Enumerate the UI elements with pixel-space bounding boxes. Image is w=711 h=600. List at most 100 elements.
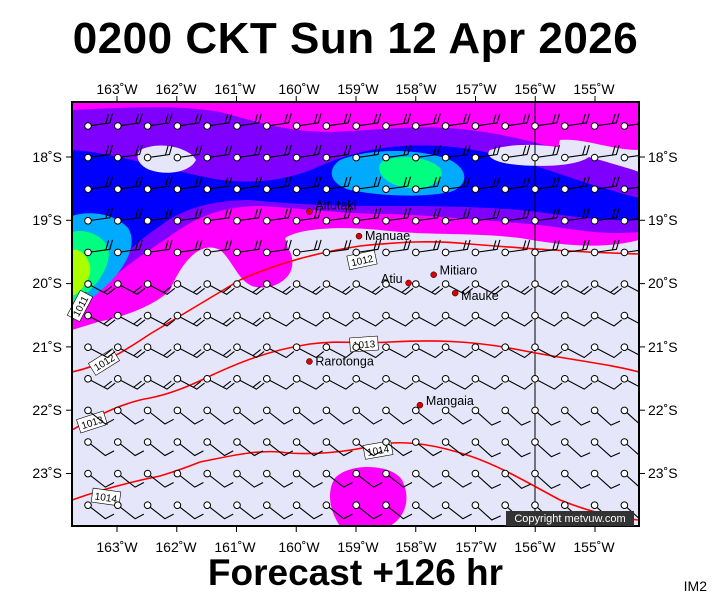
- wind-barb: [292, 144, 322, 162]
- lat-label: 18˚S: [32, 149, 62, 165]
- lon-label: 162˚W: [155, 81, 197, 97]
- wind-barb: [352, 501, 383, 520]
- wind-barb: [352, 374, 384, 390]
- wind-barb: [173, 501, 204, 520]
- wind-barb: [352, 239, 382, 257]
- lat-label: 18˚S: [648, 149, 678, 165]
- wind-barb: [262, 176, 292, 193]
- wind-band-magenta-3: [329, 466, 407, 526]
- wind-barb: [233, 469, 264, 488]
- wind-barb: [233, 501, 264, 520]
- wind-barb: [262, 374, 295, 390]
- wind-barb: [173, 144, 203, 162]
- isobar-labels: 1011 1012 1012 1013 1013 1014 1014: [66, 249, 394, 507]
- wind-barb: [292, 311, 325, 327]
- wind-barb: [590, 374, 623, 390]
- wind-barb: [501, 280, 533, 295]
- wind-barb: [590, 239, 620, 257]
- lon-label: 158˚W: [395, 539, 437, 555]
- wind-barb: [590, 311, 623, 327]
- wind-barb: [411, 501, 443, 520]
- place-marker: [355, 232, 363, 240]
- wind-barb: [143, 469, 174, 488]
- wind-barb: [501, 144, 531, 162]
- wind-barb: [233, 113, 263, 130]
- wind-barb: [382, 113, 412, 130]
- lon-label: 156˚W: [514, 81, 556, 97]
- wind-barb: [560, 176, 590, 193]
- wind-barb: [352, 469, 383, 488]
- wind-barb: [411, 469, 443, 488]
- wind-barb: [590, 438, 621, 458]
- wind-barb: [292, 469, 323, 488]
- wind-barb: [322, 176, 352, 193]
- wind-barb: [84, 406, 115, 425]
- lon-label: 155˚W: [573, 539, 615, 555]
- wind-barb: [441, 208, 471, 225]
- wind-barb: [531, 280, 563, 295]
- wind-barb: [441, 113, 471, 130]
- wind-barb: [620, 144, 639, 162]
- wind-barb: [382, 438, 413, 457]
- wind-barb: [114, 343, 146, 359]
- copyright-badge: Copyright metvuw.com: [506, 511, 634, 526]
- wind-barb: [203, 239, 233, 257]
- wind-barb: [560, 438, 591, 458]
- wind-barb: [531, 469, 561, 489]
- wind-barb: [441, 469, 472, 488]
- wind-barb: [441, 239, 471, 257]
- wind-barb: [441, 501, 472, 520]
- wind-barb: [114, 469, 145, 488]
- wind-barb: [620, 239, 639, 257]
- lat-label: 19˚S: [32, 212, 62, 228]
- wind-barb: [203, 438, 234, 457]
- wind-barb: [203, 280, 235, 295]
- wind-barb: [322, 280, 354, 295]
- place-markers: Aitutaki Manuae Mitiaro Atiu Mauke Rarotonga M…: [306, 198, 499, 409]
- wind-barbs: [84, 113, 639, 521]
- wind-barb: [233, 311, 265, 327]
- wind-barb: [441, 438, 472, 457]
- wind-barb: [203, 501, 234, 520]
- wind-barb: [411, 374, 444, 390]
- wind-barb: [441, 406, 472, 425]
- wind-barb: [471, 311, 503, 327]
- wind-barb: [322, 113, 352, 130]
- wind-barb: [560, 280, 593, 295]
- wind-barb: [352, 208, 382, 225]
- wind-barb: [411, 239, 441, 257]
- axis-ticks: [66, 96, 645, 532]
- wind-barb: [560, 239, 590, 257]
- wind-barb: [114, 501, 145, 520]
- isobar-1013-north: [209, 340, 639, 377]
- wind-barb: [471, 176, 501, 193]
- wind-barb: [173, 374, 205, 390]
- wind-barb: [203, 406, 234, 425]
- wind-barb: [143, 176, 173, 193]
- wind-barb: [143, 311, 176, 327]
- lon-label: 156˚W: [514, 539, 556, 555]
- lat-labels-right: 18˚S 19˚S 20˚S 21˚S 22˚S 23˚S: [648, 149, 678, 481]
- isobar-1012-north: [239, 241, 639, 281]
- wind-barb: [590, 280, 623, 295]
- wind-barb: [352, 113, 382, 130]
- forecast-label: Forecast +126 hr: [207, 552, 504, 593]
- wind-barb: [233, 280, 265, 295]
- wind-barb: [411, 343, 444, 359]
- wind-barb: [560, 208, 590, 225]
- wind-barb: [292, 374, 325, 390]
- wind-barb: [501, 208, 531, 225]
- wind-barb: [382, 374, 414, 390]
- wind-barb: [501, 176, 531, 193]
- wind-barb: [382, 469, 413, 488]
- wind-barb: [411, 176, 441, 193]
- place-marker: [306, 208, 313, 215]
- wind-barb: [620, 280, 639, 295]
- lon-label: 163˚W: [96, 81, 138, 97]
- lat-label: 23˚S: [32, 465, 62, 481]
- wind-barb: [352, 438, 383, 457]
- wind-barb: [382, 208, 412, 225]
- lon-label: 157˚W: [455, 81, 497, 97]
- wind-barb: [322, 469, 353, 488]
